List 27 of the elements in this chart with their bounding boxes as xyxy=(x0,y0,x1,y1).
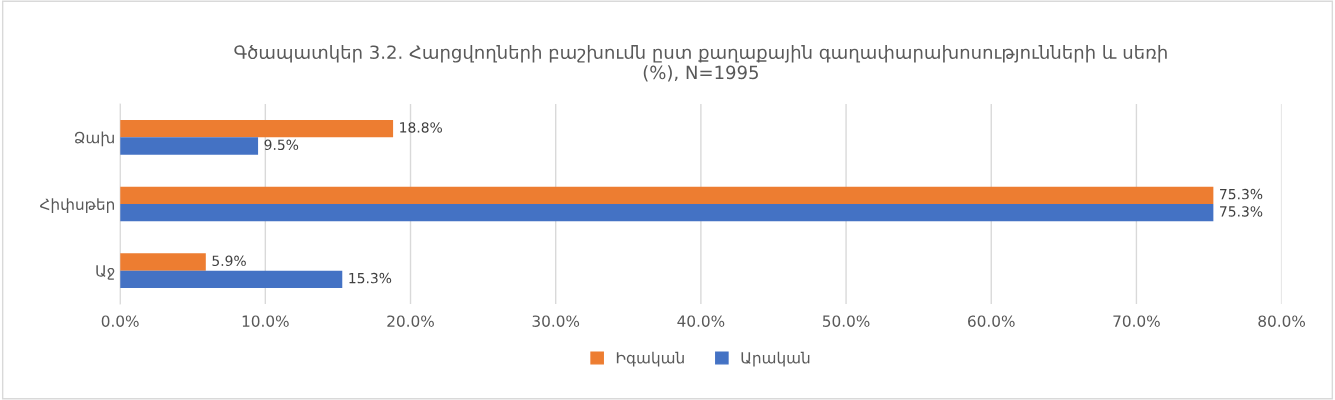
bar xyxy=(120,186,1214,204)
legend-label: Արական xyxy=(741,351,810,367)
x-tick-label: 10.0% xyxy=(242,315,289,327)
x-tick-label: 80.0% xyxy=(1258,315,1306,327)
chart-title: Գծապատկեր 3.2. Հարցվողների բաշխումն ըստ քաղաքային գաղափարախոսությունների և սեռի (%), N=1995 xyxy=(234,45,1167,82)
data-label: 75.3% xyxy=(1220,206,1263,217)
data-label: 15.3% xyxy=(349,272,392,284)
x-tick-label: 70.0% xyxy=(1113,315,1160,327)
y-tick-label: Ձախ xyxy=(74,131,114,147)
x-tick-label: 50.0% xyxy=(822,315,870,327)
x-tick-label: 60.0% xyxy=(968,315,1015,327)
x-tick-label: 20.0% xyxy=(387,315,434,327)
bar xyxy=(120,137,259,155)
bar xyxy=(120,253,206,271)
x-tick-label: 0.0% xyxy=(101,315,139,327)
y-tick-label: Աջ xyxy=(96,265,115,280)
x-tick-label: 40.0% xyxy=(677,315,725,327)
x-tick-label: 30.0% xyxy=(532,315,580,327)
bar xyxy=(120,120,394,138)
data-label: 75.3% xyxy=(1220,188,1263,200)
data-label: 5.9% xyxy=(212,255,246,267)
y-tick-label: Հիփսթեր xyxy=(39,198,114,213)
data-label: 18.8% xyxy=(400,122,442,133)
bar xyxy=(120,270,343,288)
data-label: 9.5% xyxy=(264,139,299,151)
legend-label: Իգական xyxy=(616,351,684,367)
bar xyxy=(120,204,1214,222)
